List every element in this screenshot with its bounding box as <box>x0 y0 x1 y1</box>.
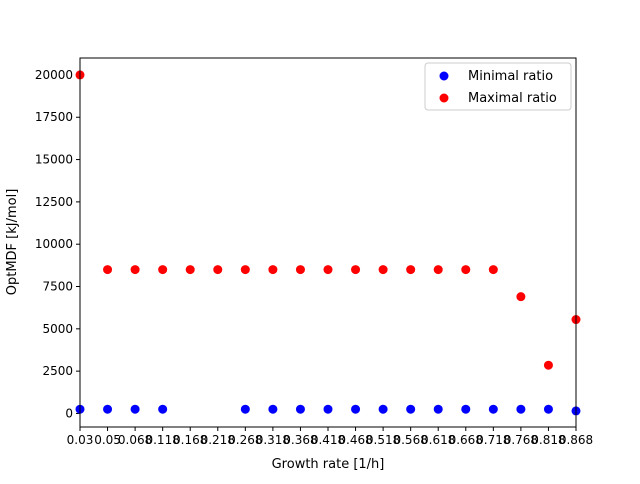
legend-marker <box>439 93 449 103</box>
x-tick-label: 0.618 <box>421 433 455 447</box>
data-point-maximal <box>461 265 471 275</box>
data-point-minimal <box>130 404 140 414</box>
y-tick-label: 15000 <box>35 153 73 167</box>
data-point-maximal <box>323 265 333 275</box>
data-point-minimal <box>323 404 333 414</box>
x-tick-label: 0.718 <box>476 433 510 447</box>
data-point-minimal <box>406 404 416 414</box>
data-point-maximal <box>213 265 223 275</box>
data-point-maximal <box>488 265 498 275</box>
data-point-minimal <box>295 404 305 414</box>
y-tick-label: 5000 <box>42 322 73 336</box>
y-tick-label: 10000 <box>35 237 73 251</box>
x-tick-label: 0.068 <box>118 433 152 447</box>
data-point-minimal <box>461 404 471 414</box>
data-point-maximal <box>240 265 250 275</box>
y-tick-label: 0 <box>65 406 73 420</box>
x-tick-label: 0.218 <box>201 433 235 447</box>
x-tick-label: 0.05 <box>94 433 121 447</box>
chart-legend: Minimal ratio Maximal ratio <box>424 62 572 111</box>
legend-label: Maximal ratio <box>468 91 557 106</box>
data-point-minimal <box>488 404 498 414</box>
data-point-maximal <box>543 360 553 370</box>
x-tick-label: 0.318 <box>256 433 290 447</box>
plot-frame <box>79 57 577 428</box>
y-tick-label: 12500 <box>35 195 73 209</box>
x-tick-label: 0.668 <box>449 433 483 447</box>
data-point-maximal <box>351 265 361 275</box>
x-tick-label: 0.418 <box>311 433 345 447</box>
data-point-maximal <box>103 265 113 275</box>
x-tick-label: 0.568 <box>393 433 427 447</box>
y-tick-label: 7500 <box>42 280 73 294</box>
data-point-minimal <box>433 404 443 414</box>
data-point-maximal <box>268 265 278 275</box>
data-point-maximal <box>433 265 443 275</box>
data-point-maximal <box>185 265 195 275</box>
data-point-maximal <box>295 265 305 275</box>
x-tick-label: 0.468 <box>338 433 372 447</box>
data-point-minimal <box>516 404 526 414</box>
x-tick-label: 0.818 <box>531 433 565 447</box>
x-tick-label: 0.518 <box>366 433 400 447</box>
data-point-minimal <box>351 404 361 414</box>
x-tick-label: 0.03 <box>67 433 94 447</box>
data-point-maximal <box>158 265 168 275</box>
x-tick-label: 0.118 <box>145 433 179 447</box>
data-point-minimal <box>240 404 250 414</box>
legend-marker <box>439 71 449 81</box>
data-point-minimal <box>158 404 168 414</box>
x-tick-label: 0.368 <box>283 433 317 447</box>
x-tick-label: 0.268 <box>228 433 262 447</box>
x-axis-label: Growth rate [1/h] <box>272 457 385 472</box>
y-tick-label: 20000 <box>35 68 73 82</box>
data-point-maximal <box>130 265 140 275</box>
y-tick-label: 2500 <box>42 364 73 378</box>
data-point-minimal <box>268 404 278 414</box>
legend-box <box>424 62 572 111</box>
legend-label: Minimal ratio <box>468 69 553 84</box>
x-tick-label: 0.168 <box>173 433 207 447</box>
y-tick-label: 17500 <box>35 110 73 124</box>
data-point-minimal <box>378 404 388 414</box>
data-point-maximal <box>516 292 526 302</box>
y-axis-label: OptMDF [kJ/mol] <box>5 189 20 296</box>
data-point-maximal <box>406 265 416 275</box>
x-tick-label: 0.868 <box>559 433 593 447</box>
data-point-minimal <box>543 404 553 414</box>
x-tick-label: 0.768 <box>504 433 538 447</box>
data-point-minimal <box>103 404 113 414</box>
data-point-maximal <box>378 265 388 275</box>
